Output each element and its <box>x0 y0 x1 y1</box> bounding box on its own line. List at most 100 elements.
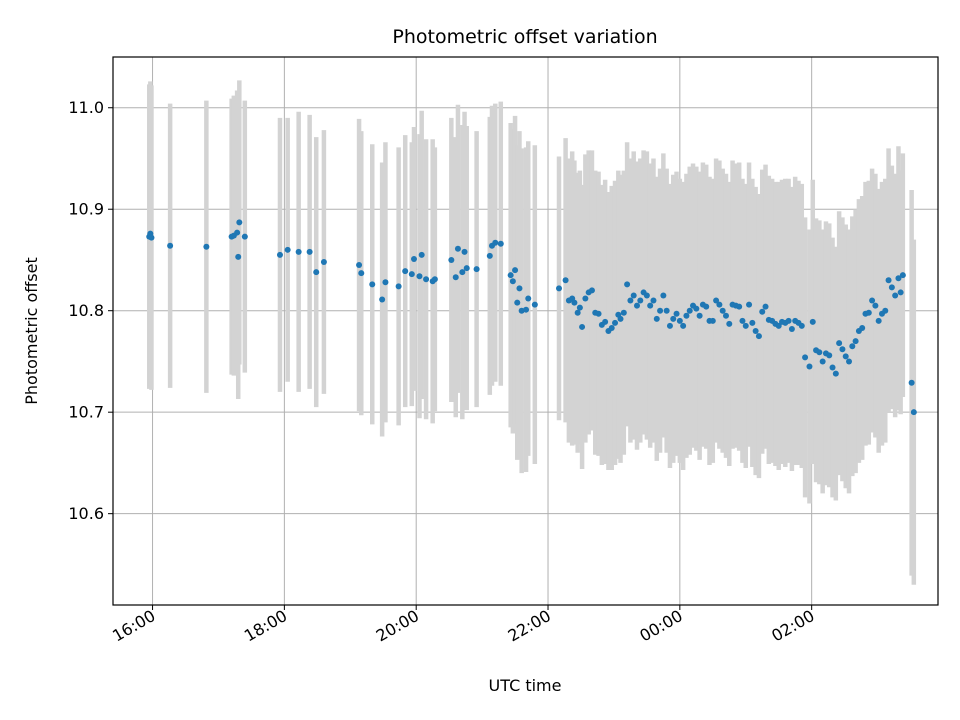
data-point <box>235 253 242 260</box>
data-point <box>627 297 634 304</box>
chart-title: Photometric offset variation <box>392 26 657 48</box>
data-point <box>620 309 627 316</box>
data-point <box>869 297 876 304</box>
data-point <box>276 251 283 258</box>
data-point <box>846 358 853 365</box>
data-point <box>562 277 569 284</box>
data-point <box>234 229 241 236</box>
data-point <box>423 276 430 283</box>
data-point <box>739 317 746 324</box>
data-point <box>416 273 423 280</box>
y-tick-label: 10.9 <box>68 200 104 219</box>
data-point <box>167 242 174 249</box>
data-point <box>523 306 530 313</box>
data-point <box>571 299 578 306</box>
y-tick-label: 10.6 <box>68 504 104 523</box>
data-point <box>459 269 466 276</box>
data-point <box>408 271 415 278</box>
data-point <box>452 274 459 281</box>
data-point <box>836 340 843 347</box>
data-point <box>369 281 376 288</box>
data-point <box>461 248 468 255</box>
data-point <box>395 283 402 290</box>
data-point <box>650 297 657 304</box>
data-point <box>463 265 470 272</box>
data-point <box>885 277 892 284</box>
data-point <box>746 301 753 308</box>
data-point <box>579 323 586 330</box>
data-point <box>798 322 805 329</box>
data-point <box>507 272 514 279</box>
data-point <box>588 287 595 294</box>
data-point <box>356 262 363 269</box>
data-point <box>897 289 904 296</box>
y-tick-label: 10.8 <box>68 301 104 320</box>
data-point <box>514 299 521 306</box>
data-point <box>379 296 386 303</box>
y-axis-ticks: 10.6 10.7 10.8 10.9 11.0 <box>68 98 113 523</box>
data-point <box>865 309 872 316</box>
data-point <box>634 302 641 309</box>
data-point <box>872 302 879 309</box>
data-point <box>512 267 519 274</box>
y-axis-label: Photometric offset <box>22 257 41 405</box>
data-point <box>402 268 409 275</box>
data-point <box>431 276 438 283</box>
data-point <box>236 219 243 226</box>
data-point <box>448 256 455 263</box>
data-point <box>418 251 425 258</box>
data-point <box>454 245 461 252</box>
data-points <box>146 219 917 416</box>
data-point <box>647 302 654 309</box>
data-point <box>806 363 813 370</box>
data-point <box>525 295 532 302</box>
data-point <box>703 303 710 310</box>
data-point <box>657 307 664 314</box>
data-point <box>582 295 589 302</box>
data-point <box>509 278 516 285</box>
data-point <box>785 317 792 324</box>
data-point <box>676 317 683 324</box>
data-point <box>497 240 504 247</box>
data-point <box>637 297 644 304</box>
data-point <box>819 358 826 365</box>
data-point <box>788 325 795 332</box>
data-point <box>759 308 766 315</box>
data-point <box>595 310 602 317</box>
data-point <box>749 319 756 326</box>
data-point <box>736 303 743 310</box>
y-tick-label: 10.7 <box>68 403 104 422</box>
data-point <box>719 307 726 314</box>
data-point <box>673 310 680 317</box>
data-point <box>666 322 673 329</box>
data-point <box>653 315 660 322</box>
data-point <box>895 275 902 282</box>
data-point <box>410 255 417 262</box>
data-point <box>713 297 720 304</box>
data-point <box>762 303 769 310</box>
data-point <box>752 328 759 334</box>
data-point <box>320 258 327 265</box>
data-point <box>670 315 677 322</box>
data-point <box>859 324 866 331</box>
data-point <box>576 304 583 311</box>
data-point <box>775 322 782 329</box>
data-point <box>556 285 563 292</box>
data-point <box>809 318 816 325</box>
data-point <box>643 292 650 299</box>
data-point <box>203 243 210 250</box>
data-point <box>624 281 631 288</box>
data-point <box>382 279 389 286</box>
data-point <box>686 307 693 314</box>
data-point <box>486 252 493 259</box>
data-point <box>602 318 609 325</box>
data-point <box>726 320 733 327</box>
data-point <box>612 319 619 326</box>
data-point <box>284 246 291 253</box>
data-point <box>892 292 899 299</box>
data-point <box>148 234 155 241</box>
data-point <box>816 349 823 356</box>
data-point <box>608 324 615 331</box>
data-point <box>516 285 523 292</box>
data-point <box>295 248 302 255</box>
